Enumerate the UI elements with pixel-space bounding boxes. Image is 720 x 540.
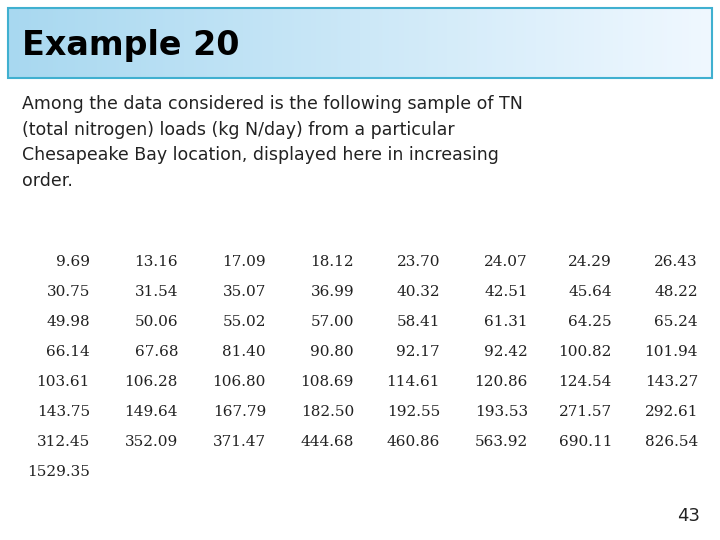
Text: Example 20: Example 20 xyxy=(22,29,240,62)
Text: 31.54: 31.54 xyxy=(135,285,178,299)
Text: 24.29: 24.29 xyxy=(568,255,612,269)
Text: 92.17: 92.17 xyxy=(397,345,440,359)
Text: 23.70: 23.70 xyxy=(397,255,440,269)
Text: 50.06: 50.06 xyxy=(135,315,178,329)
Text: 108.69: 108.69 xyxy=(301,375,354,389)
Text: 101.94: 101.94 xyxy=(644,345,698,359)
Text: 192.55: 192.55 xyxy=(387,405,440,419)
Bar xyxy=(8,8,712,78)
Text: 143.27: 143.27 xyxy=(644,375,698,389)
Text: 120.86: 120.86 xyxy=(474,375,528,389)
Text: 352.09: 352.09 xyxy=(125,435,178,449)
Text: 292.61: 292.61 xyxy=(644,405,698,419)
Text: 45.64: 45.64 xyxy=(568,285,612,299)
Text: 24.07: 24.07 xyxy=(485,255,528,269)
Text: 92.42: 92.42 xyxy=(485,345,528,359)
Text: 26.43: 26.43 xyxy=(654,255,698,269)
Text: 40.32: 40.32 xyxy=(397,285,440,299)
Text: 36.99: 36.99 xyxy=(310,285,354,299)
Text: 114.61: 114.61 xyxy=(387,375,440,389)
Text: 65.24: 65.24 xyxy=(654,315,698,329)
Text: 103.61: 103.61 xyxy=(37,375,90,389)
Text: 563.92: 563.92 xyxy=(474,435,528,449)
Text: 67.68: 67.68 xyxy=(135,345,178,359)
Text: 43: 43 xyxy=(677,507,700,525)
Text: 55.02: 55.02 xyxy=(222,315,266,329)
Text: 826.54: 826.54 xyxy=(644,435,698,449)
Text: 444.68: 444.68 xyxy=(301,435,354,449)
Text: 35.07: 35.07 xyxy=(222,285,266,299)
Text: 106.28: 106.28 xyxy=(125,375,178,389)
Text: 690.11: 690.11 xyxy=(559,435,612,449)
Text: 371.47: 371.47 xyxy=(213,435,266,449)
Text: 143.75: 143.75 xyxy=(37,405,90,419)
Text: 271.57: 271.57 xyxy=(559,405,612,419)
Text: 48.22: 48.22 xyxy=(654,285,698,299)
Text: 106.80: 106.80 xyxy=(212,375,266,389)
Text: 42.51: 42.51 xyxy=(485,285,528,299)
Text: 18.12: 18.12 xyxy=(310,255,354,269)
Text: 66.14: 66.14 xyxy=(46,345,90,359)
Text: 57.00: 57.00 xyxy=(310,315,354,329)
Text: 167.79: 167.79 xyxy=(212,405,266,419)
Text: 61.31: 61.31 xyxy=(485,315,528,329)
Text: 49.98: 49.98 xyxy=(46,315,90,329)
Text: 100.82: 100.82 xyxy=(559,345,612,359)
Text: 58.41: 58.41 xyxy=(397,315,440,329)
Text: 13.16: 13.16 xyxy=(135,255,178,269)
Text: 30.75: 30.75 xyxy=(47,285,90,299)
Text: 90.80: 90.80 xyxy=(310,345,354,359)
Text: 1529.35: 1529.35 xyxy=(27,465,90,479)
Text: 312.45: 312.45 xyxy=(37,435,90,449)
Text: 460.86: 460.86 xyxy=(387,435,440,449)
Text: 124.54: 124.54 xyxy=(559,375,612,389)
Text: 17.09: 17.09 xyxy=(222,255,266,269)
Text: 9.69: 9.69 xyxy=(56,255,90,269)
Text: 64.25: 64.25 xyxy=(568,315,612,329)
Text: 182.50: 182.50 xyxy=(301,405,354,419)
Text: 193.53: 193.53 xyxy=(475,405,528,419)
Text: 81.40: 81.40 xyxy=(222,345,266,359)
Text: 149.64: 149.64 xyxy=(125,405,178,419)
Text: Among the data considered is the following sample of TN
(total nitrogen) loads (: Among the data considered is the followi… xyxy=(22,95,523,190)
